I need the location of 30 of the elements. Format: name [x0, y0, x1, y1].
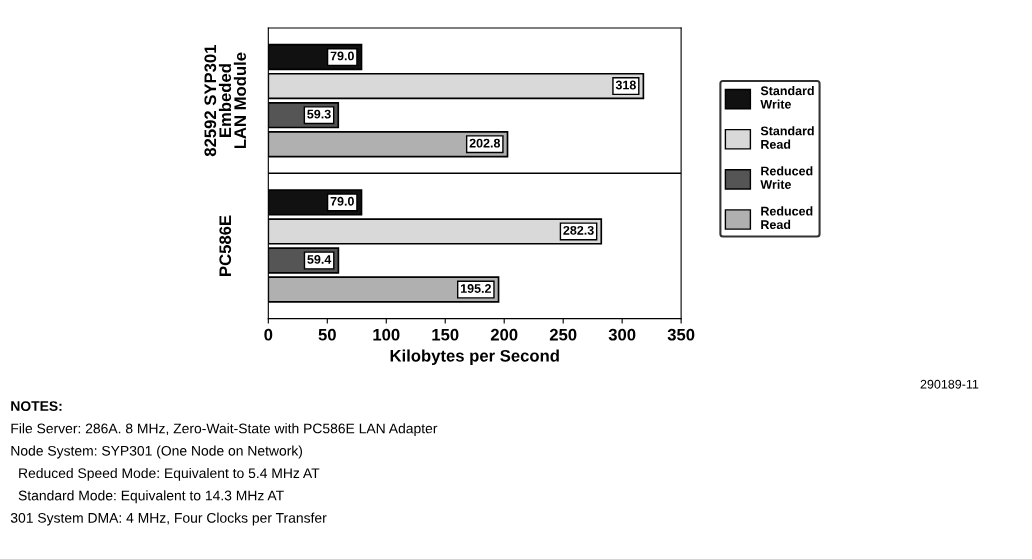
x-tick-label: 200	[490, 328, 518, 341]
x-tick-label: 100	[373, 328, 400, 341]
text: Standard Mode: Equivalent to 14.3 MHz AT	[18, 490, 284, 504]
x-axis-title: Kilobytes per Second	[390, 349, 559, 365]
text: File Server: 286A. 8 MHz, Zero-Wait-State with PC586E LAN Adapter	[11, 423, 438, 437]
data-label: 195.2	[460, 284, 491, 293]
x-tick-label: 0	[264, 328, 273, 341]
text: Node System: SYP301 (One Node on Network)	[11, 445, 303, 459]
x-tick-label: 350	[667, 328, 695, 341]
data-label: 79.0	[330, 196, 354, 206]
x-tick-label: 250	[549, 328, 577, 341]
data-label: 318	[615, 80, 636, 90]
legend-label: Reduced Write	[760, 166, 813, 189]
text: 290189-11	[920, 379, 979, 389]
legend-label: Standard Write	[760, 86, 814, 109]
data-label: 59.3	[307, 109, 331, 119]
data-label: 202.8	[469, 138, 501, 148]
text: NOTES:	[11, 401, 62, 411]
data-label: 59.4	[307, 255, 332, 264]
y-tick-label: 82592 SYP301 Embeded LAN Module	[204, 45, 247, 157]
x-tick-label: 300	[608, 328, 636, 341]
y-tick-label: PC586E	[219, 215, 232, 276]
x-tick-label: 150	[432, 328, 459, 341]
x-tick-label: 50	[318, 328, 336, 341]
legend-label: Standard Read	[760, 126, 814, 149]
data-label: 282.3	[563, 225, 594, 235]
text: Reduced Speed Mode: Equivalent to 5.4 MHz AT	[19, 467, 320, 481]
legend-label: Reduced Read	[761, 206, 813, 230]
data-label: 79.0	[330, 51, 354, 61]
text: 301 System DMA: 4 MHz, Four Clocks per Transfer	[10, 512, 327, 526]
